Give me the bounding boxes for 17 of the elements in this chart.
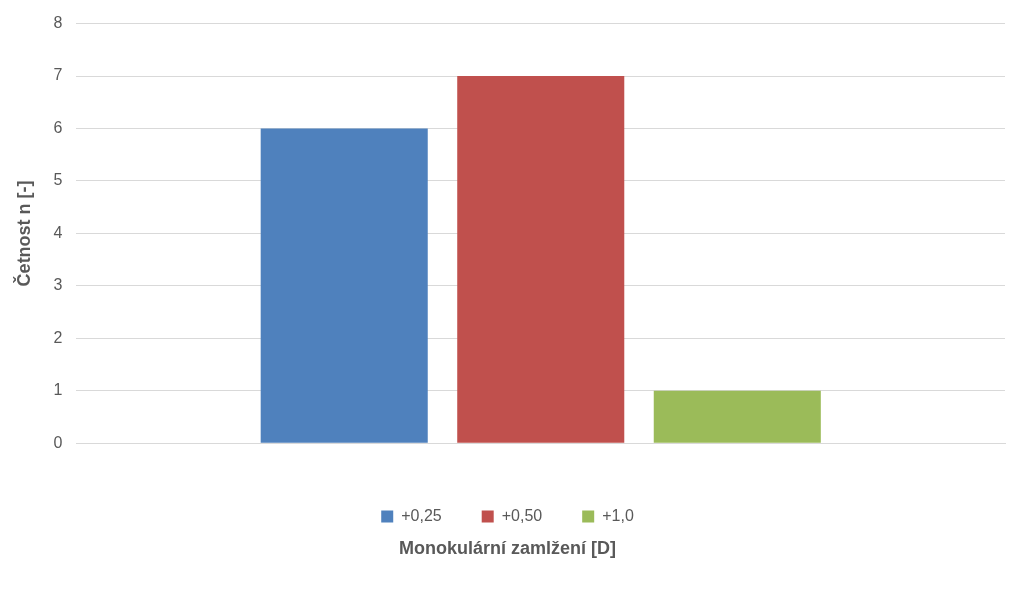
y-tick-label: 2 — [53, 328, 63, 346]
y-tick-label: 6 — [53, 118, 63, 136]
y-tick-label: 5 — [53, 171, 63, 189]
legend-label: +0,50 — [501, 506, 543, 524]
x-axis-title: Monokulární zamlžení [D] — [398, 538, 617, 559]
bar — [260, 128, 428, 443]
y-tick-label: 7 — [53, 66, 63, 84]
y-tick-label: 8 — [53, 14, 63, 32]
y-tick-label: 3 — [53, 276, 63, 294]
legend-label: +0,25 — [401, 506, 442, 524]
y-tick-label: 0 — [53, 433, 63, 451]
bar — [457, 76, 625, 443]
bar — [653, 390, 821, 443]
y-tick-label: 1 — [53, 381, 63, 399]
legend-label: +1,0 — [602, 506, 634, 524]
y-tick-label: 4 — [53, 223, 63, 241]
y-axis-title: Četnost n [-] — [12, 180, 34, 287]
